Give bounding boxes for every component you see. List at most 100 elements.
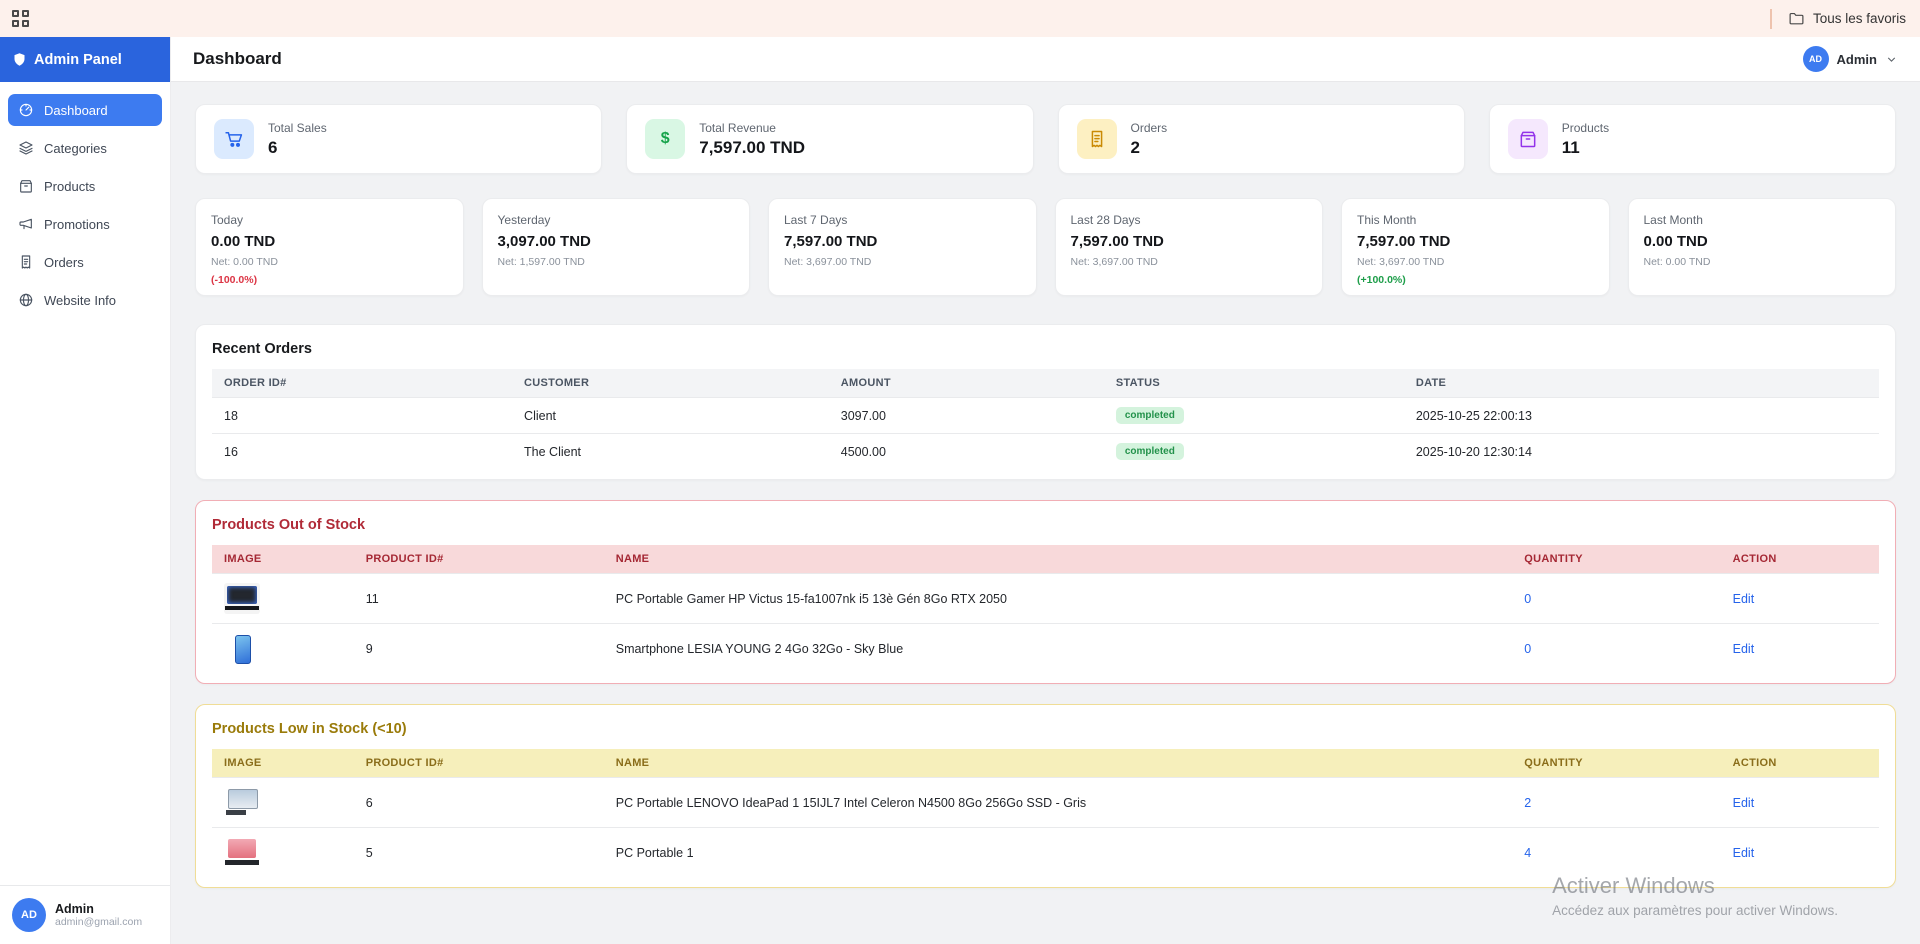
cell-product-name: PC Portable Gamer HP Victus 15-fa1007nk … — [604, 574, 1513, 624]
sidebar-item-orders[interactable]: Orders — [8, 246, 162, 278]
sidebar-item-promotions[interactable]: Promotions — [8, 208, 162, 240]
cell-product-name: PC Portable 1 — [604, 828, 1513, 878]
column-header-product-id: PRODUCT ID# — [354, 545, 604, 574]
edit-link[interactable]: Edit — [1733, 796, 1755, 810]
globe-icon — [18, 292, 34, 308]
low-stock-panel: Products Low in Stock (<10) IMAGEPRODUCT… — [195, 704, 1896, 888]
favorites-divider — [1770, 9, 1772, 29]
cell-quantity: 4 — [1512, 828, 1720, 878]
page-title: Dashboard — [193, 49, 282, 69]
period-net: Net: 0.00 TND — [211, 256, 448, 268]
cell-product-id: 11 — [354, 574, 604, 624]
period-card-last-28-days: Last 28 Days7,597.00 TNDNet: 3,697.00 TN… — [1055, 198, 1324, 296]
sidebar-item-label: Dashboard — [44, 103, 108, 118]
period-card-this-month: This Month7,597.00 TNDNet: 3,697.00 TND(… — [1341, 198, 1610, 296]
status-badge: completed — [1116, 407, 1184, 424]
receipt-icon — [1077, 119, 1117, 159]
column-header-customer: CUSTOMER — [512, 369, 829, 398]
column-header-product-id: PRODUCT ID# — [354, 749, 604, 778]
period-value: 7,597.00 TND — [1071, 233, 1308, 250]
stat-label: Orders — [1131, 121, 1168, 135]
quantity-link[interactable]: 0 — [1524, 642, 1531, 656]
stat-label: Products — [1562, 121, 1609, 135]
period-card-last-7-days: Last 7 Days7,597.00 TNDNet: 3,697.00 TND — [768, 198, 1037, 296]
period-cards: Today 0.00 TND Net: 0.00 TND (-100.0%) Yeste… — [195, 198, 1896, 296]
status-badge: completed — [1116, 443, 1184, 460]
cell-product-id: 5 — [354, 828, 604, 878]
period-net: Net: 3,697.00 TND — [1357, 256, 1594, 268]
user-menu-button[interactable]: AD Admin — [1803, 46, 1898, 72]
sidebar-user[interactable]: AD Admin admin@gmail.com — [0, 885, 170, 944]
column-header-action: ACTION — [1721, 545, 1879, 574]
speedometer-icon — [18, 102, 34, 118]
cell-image — [212, 778, 354, 828]
shield-icon — [12, 52, 27, 67]
period-value: 3,097.00 TND — [498, 233, 735, 250]
dollar-icon: $ — [645, 119, 685, 159]
cell-quantity: 2 — [1512, 778, 1720, 828]
sidebar-item-products[interactable]: Products — [8, 170, 162, 202]
table-row: 9Smartphone LESIA YOUNG 2 4Go 32Go - Sky… — [212, 624, 1879, 674]
cell-customer: Client — [512, 398, 829, 434]
low-stock-header-row: IMAGEPRODUCT ID#NAMEQUANTITYACTION — [212, 749, 1879, 778]
recent-orders-table: ORDER ID#CUSTOMERAMOUNTSTATUSDATE 18Clie… — [212, 369, 1879, 469]
cell-action: Edit — [1721, 624, 1879, 674]
table-row: 6PC Portable LENOVO IdeaPad 1 15IJL7 Int… — [212, 778, 1879, 828]
cell-image — [212, 574, 354, 624]
stat-value: 2 — [1131, 138, 1168, 158]
column-header-name: NAME — [604, 749, 1513, 778]
sidebar-menu: Dashboard Categories Products Promotions Ord… — [0, 82, 170, 885]
period-value: 7,597.00 TND — [1357, 233, 1594, 250]
main-header: Dashboard AD Admin — [171, 37, 1920, 82]
period-label: This Month — [1357, 213, 1594, 227]
box-icon — [18, 178, 34, 194]
sidebar-item-label: Products — [44, 179, 95, 194]
stat-cards: Total Sales6$Total Revenue7,597.00 TNDOr… — [195, 104, 1896, 174]
column-header-quantity: QUANTITY — [1512, 545, 1720, 574]
sidebar-item-label: Categories — [44, 141, 107, 156]
period-card-last-month: Last Month0.00 TNDNet: 0.00 TND — [1628, 198, 1897, 296]
cell-status: completed — [1104, 398, 1404, 434]
period-label: Last 7 Days — [784, 213, 1021, 227]
quantity-link[interactable]: 0 — [1524, 592, 1531, 606]
quantity-link[interactable]: 4 — [1524, 846, 1531, 860]
stat-card-orders: Orders 2 — [1058, 104, 1465, 174]
period-label: Today — [211, 213, 448, 227]
period-value: 0.00 TND — [211, 233, 448, 250]
edit-link[interactable]: Edit — [1733, 592, 1755, 606]
sidebar-user-email: admin@gmail.com — [55, 916, 142, 928]
stat-card-total-revenue: $Total Revenue7,597.00 TND — [626, 104, 1033, 174]
table-row: 18Client3097.00completed2025-10-25 22:00… — [212, 398, 1879, 434]
out-of-stock-panel: Products Out of Stock IMAGEPRODUCT ID#NA… — [195, 500, 1896, 684]
all-favorites-button[interactable]: Tous les favoris — [1788, 10, 1906, 27]
stat-value: 11 — [1562, 138, 1609, 158]
period-label: Yesterday — [498, 213, 735, 227]
period-value: 0.00 TND — [1644, 233, 1881, 250]
period-net: Net: 3,697.00 TND — [1071, 256, 1308, 268]
column-header-quantity: QUANTITY — [1512, 749, 1720, 778]
edit-link[interactable]: Edit — [1733, 846, 1755, 860]
low-stock-title: Products Low in Stock (<10) — [212, 721, 1879, 737]
cell-date: 2025-10-25 22:00:13 — [1404, 398, 1879, 434]
quantity-link[interactable]: 2 — [1524, 796, 1531, 810]
period-change: (-100.0%) — [211, 274, 448, 286]
sidebar-item-dashboard[interactable]: Dashboard — [8, 94, 162, 126]
sidebar-item-website-info[interactable]: Website Info — [8, 284, 162, 316]
sidebar-item-categories[interactable]: Categories — [8, 132, 162, 164]
out-of-stock-title: Products Out of Stock — [212, 517, 1879, 533]
column-header-amount: AMOUNT — [829, 369, 1104, 398]
edit-link[interactable]: Edit — [1733, 642, 1755, 656]
column-header-date: DATE — [1404, 369, 1879, 398]
stat-value: 6 — [268, 138, 327, 158]
cell-id: 18 — [212, 398, 512, 434]
cell-product-name: Smartphone LESIA YOUNG 2 4Go 32Go - Sky … — [604, 624, 1513, 674]
lesia-smartphone-photo — [224, 633, 260, 664]
column-header-image: IMAGE — [212, 749, 354, 778]
sidebar-item-label: Website Info — [44, 293, 116, 308]
cart-icon — [214, 119, 254, 159]
pc-portable-1-photo — [224, 837, 260, 868]
sidebar-brand-title: Admin Panel — [34, 52, 122, 68]
stat-label: Total Revenue — [699, 121, 805, 135]
browser-favorites-bar: Tous les favoris — [0, 0, 1920, 37]
apps-grid-icon[interactable] — [12, 10, 30, 28]
